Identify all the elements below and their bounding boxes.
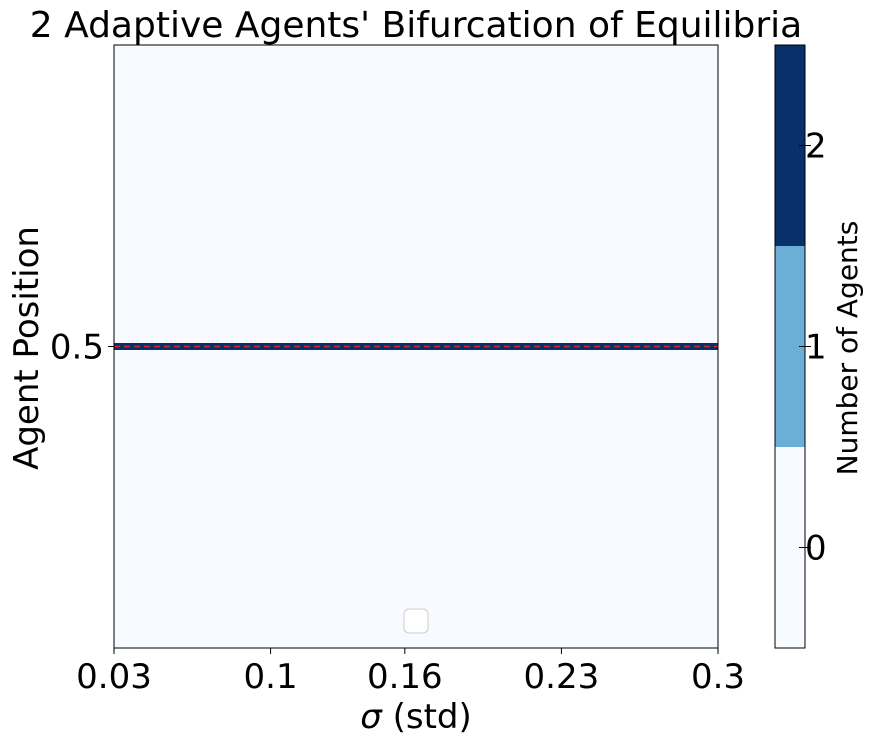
colorbar-label: Number of Agents — [831, 221, 864, 476]
colorbar-tick-label: 2 — [805, 127, 827, 167]
y-axis-label: Agent Position — [7, 226, 47, 470]
colorbar-tick-label: 0 — [805, 529, 827, 569]
colorbar: 0 1 2 — [774, 44, 827, 649]
plot-area — [113, 44, 719, 649]
chart-title: 2 Adaptive Agents' Bifurcation of Equili… — [30, 5, 803, 46]
colorbar-tick-label: 1 — [805, 328, 827, 368]
x-tick-label: 0.3 — [691, 657, 745, 697]
y-axis-ticks: 0.5 — [50, 328, 114, 368]
legend-box — [403, 608, 429, 634]
x-axis-label: σ (std) — [360, 697, 472, 737]
x-tick-label: 0.03 — [76, 657, 152, 697]
x-tick-label: 0.16 — [367, 657, 443, 697]
x-tick-label: 0.23 — [524, 657, 600, 697]
y-tick-label: 0.5 — [50, 328, 104, 368]
x-axis-label-text: (std) — [382, 697, 472, 737]
x-axis-ticks: 0.03 0.1 0.16 0.23 0.3 — [76, 648, 745, 697]
x-axis-label-symbol: σ — [360, 697, 383, 737]
x-tick-label: 0.1 — [244, 657, 298, 697]
colorbar-frame — [774, 44, 806, 649]
